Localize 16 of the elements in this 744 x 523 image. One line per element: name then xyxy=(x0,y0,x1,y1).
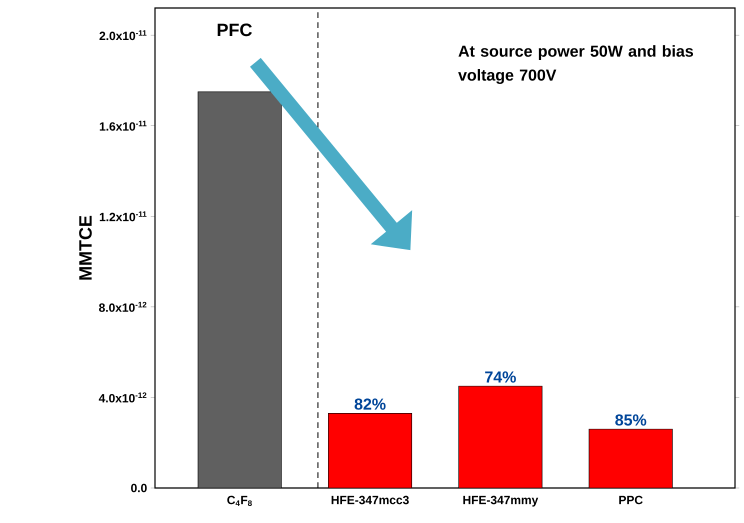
y-tick-label: 2.0x10$^{-11}$ xyxy=(100,30,146,40)
x-tick-label: HFE-347mmy xyxy=(463,496,538,507)
y-tick-label: 8.0x10$^{-12}$ xyxy=(99,302,146,312)
x-tick-label: C$_{4}$F$_{8}$ xyxy=(227,496,252,506)
y-tick-label: 4.0x10$^{-12}$ xyxy=(98,392,146,402)
annotation: PFC xyxy=(218,24,252,36)
x-tick-label: PPC xyxy=(619,496,643,504)
annotation: 74% xyxy=(485,371,516,383)
y-tick-label: 1.6x10$^{-11}$ xyxy=(100,120,146,131)
y-tick-label: 1.2x10$^{-11}$ xyxy=(100,211,146,222)
annotation: At source power 50W and bias voltage 700V xyxy=(458,45,694,84)
x-tick-label: HFE-347mcc3 xyxy=(332,496,409,504)
annotation: 85% xyxy=(615,414,646,426)
y-tick-label: 0.0 xyxy=(131,484,147,492)
annotation: 82% xyxy=(354,398,386,410)
y-axis-title: MMTCE xyxy=(79,216,92,280)
